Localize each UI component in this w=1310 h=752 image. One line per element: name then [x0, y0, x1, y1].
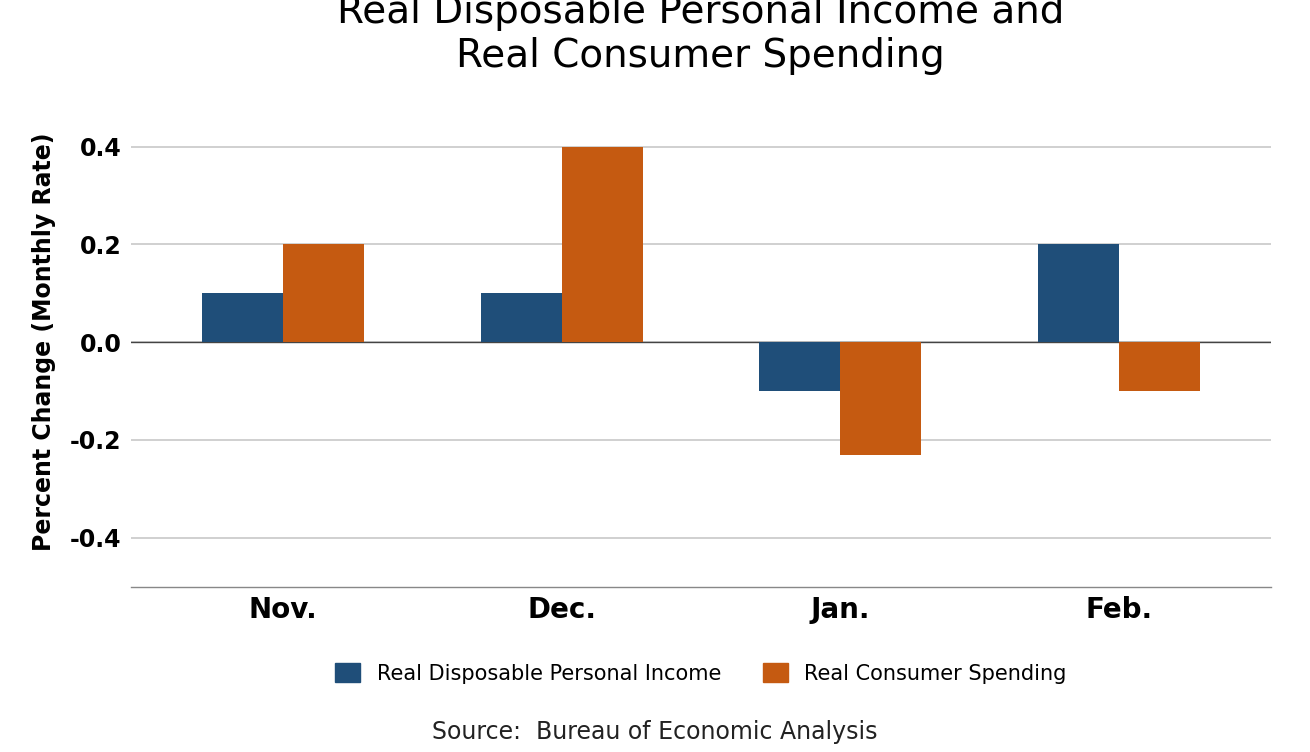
Bar	[481, 293, 562, 342]
Y-axis label: Percent Change (Monthly Rate): Percent Change (Monthly Rate)	[31, 133, 56, 551]
Bar	[202, 293, 283, 342]
Text: Source:  Bureau of Economic Analysis: Source: Bureau of Economic Analysis	[432, 720, 878, 744]
Bar	[562, 147, 643, 342]
Bar	[1038, 244, 1119, 342]
Bar	[283, 244, 364, 342]
Bar	[840, 342, 921, 454]
Legend: Real Disposable Personal Income, Real Consumer Spending: Real Disposable Personal Income, Real Co…	[335, 663, 1066, 684]
Bar	[1119, 342, 1200, 391]
Bar	[758, 342, 840, 391]
Title: Real Disposable Personal Income and
Real Consumer Spending: Real Disposable Personal Income and Real…	[337, 0, 1065, 75]
